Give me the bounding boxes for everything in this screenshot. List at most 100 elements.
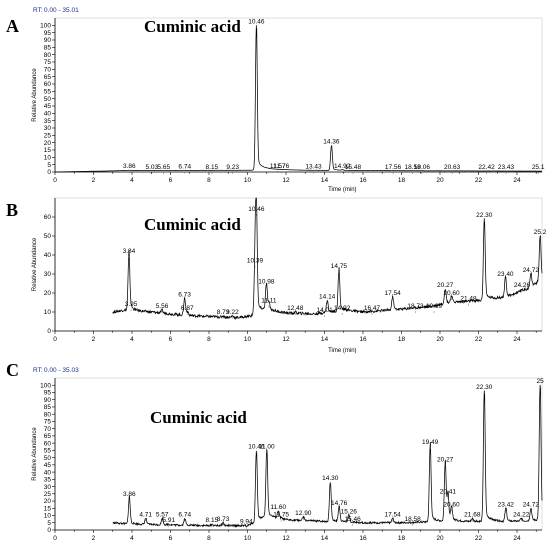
y-tick-label: 50: [44, 96, 52, 103]
plot-frame: [54, 17, 543, 173]
peak-label: 3.86: [123, 491, 136, 498]
peak-label: 14.92: [334, 163, 351, 170]
peak-label: 11.57: [270, 163, 286, 170]
peak-label: 22.42: [478, 164, 495, 171]
y-tick-label: 40: [44, 111, 52, 118]
peak-label: 10.46: [248, 443, 265, 450]
x-tick-label: 12: [282, 535, 290, 542]
y-tick-label: 15: [44, 505, 52, 512]
peak-label: 14.75: [331, 263, 348, 270]
x-tick-label: 12: [282, 177, 290, 184]
peak-label: 14.92: [334, 305, 351, 312]
compound-annotation: Cuminic acid: [144, 17, 241, 36]
peak-label: 23.43: [498, 164, 515, 171]
y-tick-label: 60: [44, 214, 52, 221]
y-tick-label: 0: [47, 527, 51, 534]
y-tick-label: 10: [44, 309, 52, 316]
y-tick-label: 55: [44, 89, 52, 96]
peak-label: 14.14: [319, 294, 336, 301]
peak-label: 8.73: [217, 309, 230, 316]
panel-c: C RT: 0.00 - 35.03051015202530354045505560…: [6, 360, 544, 542]
peak-label: 14.36: [323, 139, 340, 146]
peak-label: 17.56: [385, 164, 402, 171]
peak-label: 9.22: [226, 309, 239, 316]
y-tick-label: 30: [44, 484, 52, 491]
rt-label: RT:: [33, 7, 43, 14]
y-tick-label: 65: [44, 433, 52, 440]
y-axis-title: Relative Abundance: [32, 237, 38, 291]
peak-label: 8.15: [206, 164, 219, 171]
peak-label: 9.23: [226, 164, 239, 171]
x-tick-label: 10: [244, 535, 252, 542]
peak-label: 12.48: [287, 305, 304, 312]
panel-letter: C: [6, 360, 19, 380]
x-tick-label: 20: [436, 535, 444, 542]
peak-label: 3.95: [125, 301, 138, 308]
chromatogram-trace: [112, 197, 543, 320]
y-tick-label: 75: [44, 419, 52, 426]
x-tick-label: 6: [169, 336, 173, 343]
peak-label: 8.73: [217, 516, 230, 523]
peak-label: 9.94: [240, 519, 253, 526]
y-tick-label: 30: [44, 125, 52, 132]
peak-label: 20.60: [443, 501, 460, 508]
compound-annotation: Cuminic acid: [150, 408, 247, 427]
x-tick-label: 24: [513, 535, 521, 542]
y-tick-label: 10: [44, 155, 52, 162]
panel-letter: B: [6, 200, 18, 220]
chromatogram-trace: [54, 25, 543, 173]
x-tick-label: 2: [92, 535, 96, 542]
peak-label: 25: [536, 378, 544, 385]
peak-label: 19.49: [422, 439, 439, 446]
peak-label: 8.15: [206, 517, 219, 524]
peak-label: 4.71: [139, 511, 152, 518]
rt-range: 0.00 - 35.03: [44, 367, 79, 374]
peak-label: 10.98: [258, 278, 275, 285]
x-tick-label: 18: [398, 177, 406, 184]
x-axis-title: Time (min): [328, 187, 356, 193]
x-tick-label: 18: [398, 336, 406, 343]
x-tick-label: 0: [53, 535, 57, 542]
y-tick-label: 35: [44, 118, 52, 125]
peak-label: 21.48: [460, 296, 477, 303]
x-tick-label: 24: [513, 336, 521, 343]
panel-letter: A: [6, 16, 19, 36]
y-tick-label: 95: [44, 390, 52, 397]
peak-label: 20.27: [437, 456, 454, 463]
x-tick-label: 8: [207, 177, 211, 184]
peak-label: 15.26: [341, 509, 358, 516]
peak-label: 18.58: [405, 516, 422, 523]
x-tick-label: 22: [475, 336, 483, 343]
peak-label: 14.01: [317, 307, 334, 314]
x-tick-label: 4: [130, 177, 134, 184]
peak-label: 3.86: [123, 163, 136, 170]
peak-label: 23.40: [497, 271, 514, 278]
peak-label: 24.72: [523, 267, 540, 274]
x-tick-label: 14: [321, 535, 329, 542]
y-tick-label: 20: [44, 290, 52, 297]
y-tick-label: 95: [44, 30, 52, 37]
peak-label: 11.11: [261, 297, 277, 304]
peak-label: 20.27: [437, 282, 454, 289]
x-tick-label: 12: [282, 336, 290, 343]
y-tick-label: 25: [44, 491, 52, 498]
y-tick-label: 50: [44, 455, 52, 462]
y-tick-label: 30: [44, 271, 52, 278]
y-tick-label: 80: [44, 411, 52, 418]
y-tick-label: 85: [44, 45, 52, 52]
x-tick-label: 16: [359, 336, 367, 343]
peak-label: 11.76: [273, 163, 289, 170]
peak-label: 24.72: [523, 501, 540, 508]
y-tick-label: 15: [44, 147, 52, 154]
y-tick-label: 40: [44, 252, 52, 259]
peak-label: 13.43: [305, 164, 322, 171]
y-tick-label: 35: [44, 477, 52, 484]
y-axis-title: Relative Abundance: [32, 427, 38, 481]
compound-annotation: Cuminic acid: [144, 215, 241, 234]
x-tick-label: 2: [92, 336, 96, 343]
peak-label: 17.54: [384, 290, 401, 297]
y-tick-label: 85: [44, 404, 52, 411]
y-tick-label: 90: [44, 37, 52, 44]
peak-label: 11.00: [259, 443, 275, 450]
y-tick-label: 40: [44, 469, 52, 476]
